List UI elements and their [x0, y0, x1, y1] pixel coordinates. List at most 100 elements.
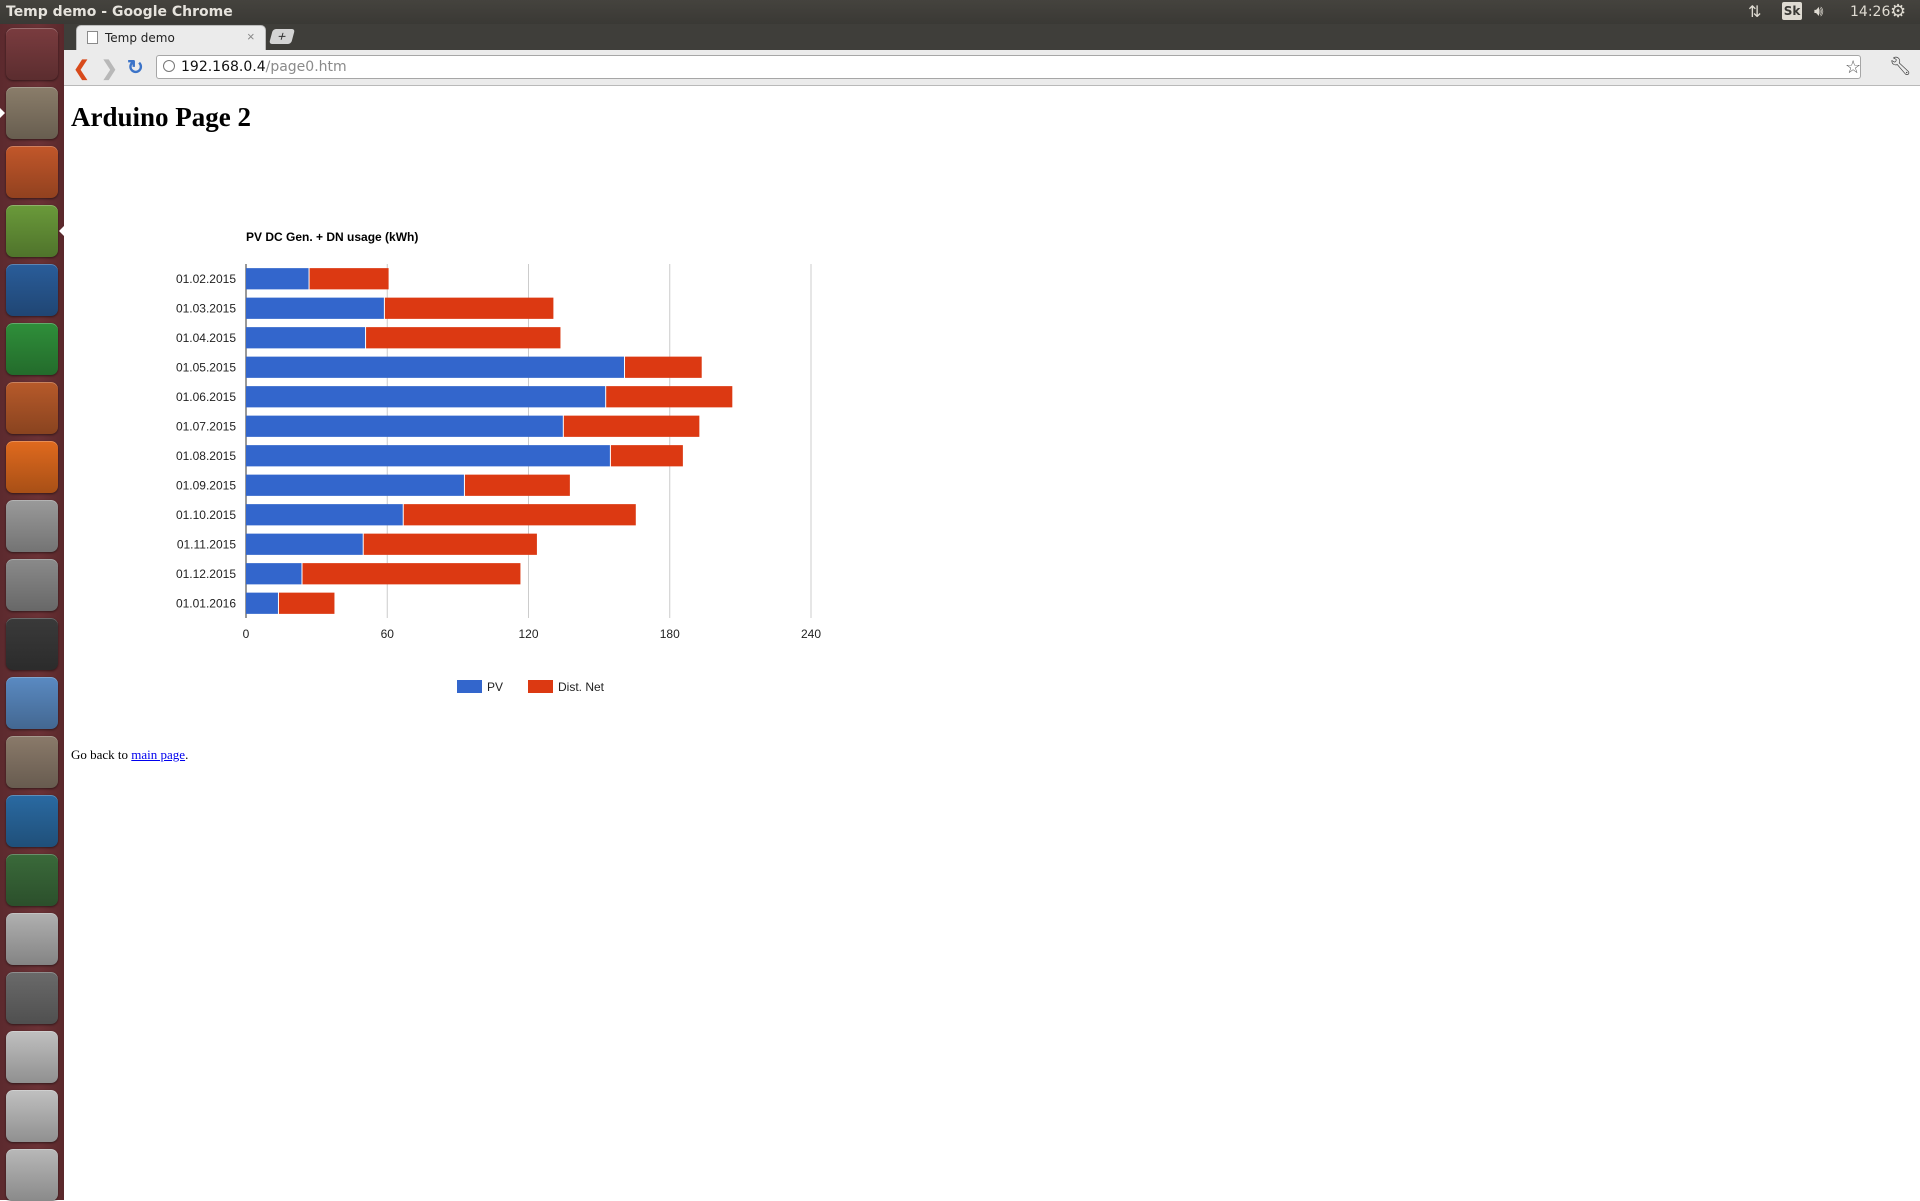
ubuntu-one-icon[interactable]	[6, 677, 58, 729]
x-tick-label: 0	[243, 627, 250, 641]
trash-icon[interactable]	[6, 1149, 58, 1201]
network-icon[interactable]: ⇅	[1748, 2, 1762, 21]
category-label: 01.02.2015	[176, 272, 236, 286]
bar[interactable]	[278, 592, 335, 614]
keyboard-layout-indicator[interactable]: Sk	[1782, 2, 1802, 20]
bar[interactable]	[610, 445, 683, 467]
category-label: 01.07.2015	[176, 419, 236, 433]
writer-icon[interactable]	[6, 264, 58, 316]
disk-icon-2[interactable]	[6, 1090, 58, 1142]
bar[interactable]	[246, 297, 384, 319]
category-label: 01.04.2015	[176, 331, 236, 345]
file-manager-icon[interactable]	[6, 87, 58, 139]
legend-swatch	[457, 680, 482, 693]
category-label: 01.01.2016	[176, 596, 236, 610]
calc-icon[interactable]	[6, 323, 58, 375]
tab-temp-demo[interactable]: Temp demo ×	[76, 25, 266, 50]
bar[interactable]	[246, 415, 563, 437]
bar[interactable]	[384, 297, 554, 319]
chart-title: PV DC Gen. + DN usage (kWh)	[246, 230, 418, 244]
dash-home-icon[interactable]	[6, 28, 58, 80]
session-gear-icon[interactable]: ⚙	[1890, 1, 1907, 22]
web-page: Arduino Page 2 PV DC Gen. + DN usage (kW…	[64, 86, 1920, 1200]
firefox-icon[interactable]	[6, 146, 58, 198]
focused-indicator	[59, 226, 64, 236]
bar[interactable]	[366, 327, 561, 349]
image-viewer-icon[interactable]	[6, 795, 58, 847]
floppy-icon[interactable]	[6, 972, 58, 1024]
bar[interactable]	[246, 563, 302, 585]
software-center-icon[interactable]	[6, 441, 58, 493]
bar[interactable]	[625, 356, 702, 378]
footer-suffix: .	[185, 747, 189, 762]
bar[interactable]	[302, 563, 521, 585]
reload-icon[interactable]: ↻	[127, 57, 144, 79]
category-label: 01.12.2015	[176, 567, 236, 581]
back-icon[interactable]: ❮	[73, 58, 90, 80]
bar[interactable]	[403, 504, 636, 526]
clock[interactable]: 14:26	[1850, 4, 1891, 20]
bar[interactable]	[246, 445, 610, 467]
chrome-icon[interactable]	[6, 205, 58, 257]
amazon-icon[interactable]	[6, 500, 58, 552]
bar[interactable]	[363, 533, 537, 555]
bar[interactable]	[606, 386, 733, 408]
bar-chart: PV DC Gen. + DN usage (kWh) 01.02.201501…	[176, 230, 822, 694]
bar[interactable]	[309, 268, 389, 290]
bar[interactable]	[246, 356, 625, 378]
tab-close-icon[interactable]: ×	[247, 29, 255, 44]
category-label: 01.05.2015	[176, 360, 236, 374]
disk-icon[interactable]	[6, 1031, 58, 1083]
legend-label: PV	[487, 680, 503, 694]
bar[interactable]	[246, 386, 606, 408]
x-tick-label: 60	[381, 627, 395, 641]
window-title: Temp demo - Google Chrome	[6, 4, 233, 20]
category-label: 01.08.2015	[176, 449, 236, 463]
launcher	[0, 24, 65, 1201]
running-indicator	[0, 108, 5, 118]
value-axis-ticks: 0 60 120 180 240	[243, 627, 822, 641]
software-updater-icon[interactable]	[6, 854, 58, 906]
forward-icon[interactable]: ❯	[101, 58, 118, 80]
url-text[interactable]: 192.168.0.4/page0.htm	[181, 59, 347, 75]
top-panel: Temp demo - Google Chrome ⇅ Sk 🔊︎ 14:26 …	[0, 0, 1920, 24]
bar[interactable]	[246, 504, 403, 526]
bar[interactable]	[246, 268, 309, 290]
bar[interactable]	[246, 533, 363, 555]
bar[interactable]	[246, 327, 366, 349]
browser-toolbar: ❮ ❯ ↻ 192.168.0.4/page0.htm ☆ 🔧︎	[64, 50, 1920, 86]
url-host: 192.168.0.4	[181, 59, 266, 75]
category-label: 01.03.2015	[176, 301, 236, 315]
url-path: /page0.htm	[265, 59, 347, 75]
category-label: 01.10.2015	[176, 508, 236, 522]
bar[interactable]	[464, 474, 570, 496]
bar[interactable]	[246, 592, 278, 614]
site-info-icon[interactable]	[163, 60, 175, 72]
chart-bars	[246, 268, 733, 614]
address-bar[interactable]: 192.168.0.4/page0.htm ☆	[156, 55, 1861, 79]
bar[interactable]	[563, 415, 700, 437]
tab-title: Temp demo	[105, 31, 175, 45]
footer-text: Go back to main page.	[71, 747, 188, 763]
main-page-link[interactable]: main page	[131, 747, 186, 762]
x-tick-label: 240	[801, 627, 821, 641]
bar[interactable]	[246, 474, 464, 496]
legend-swatch	[528, 680, 553, 693]
chart-legend: PV Dist. Net	[457, 680, 605, 694]
bookmark-star-icon[interactable]: ☆	[1845, 57, 1862, 77]
category-label: 01.06.2015	[176, 390, 236, 404]
wrench-menu-icon[interactable]: 🔧︎	[1889, 56, 1912, 76]
impress-icon[interactable]	[6, 382, 58, 434]
sound-icon[interactable]: 🔊︎	[1814, 2, 1824, 20]
terminal-icon[interactable]	[6, 618, 58, 670]
system-settings-icon[interactable]	[6, 559, 58, 611]
footer-prefix: Go back to	[71, 747, 132, 762]
category-axis-labels: 01.02.2015 01.03.2015 01.04.2015 01.05.2015…	[176, 272, 236, 611]
drive-icon[interactable]	[6, 913, 58, 965]
gimp-icon[interactable]	[6, 736, 58, 788]
new-tab-button[interactable]: +	[268, 28, 296, 44]
x-tick-label: 180	[660, 627, 680, 641]
chart-gridlines	[245, 264, 812, 618]
legend-label: Dist. Net	[558, 680, 605, 694]
category-label: 01.11.2015	[177, 537, 236, 551]
